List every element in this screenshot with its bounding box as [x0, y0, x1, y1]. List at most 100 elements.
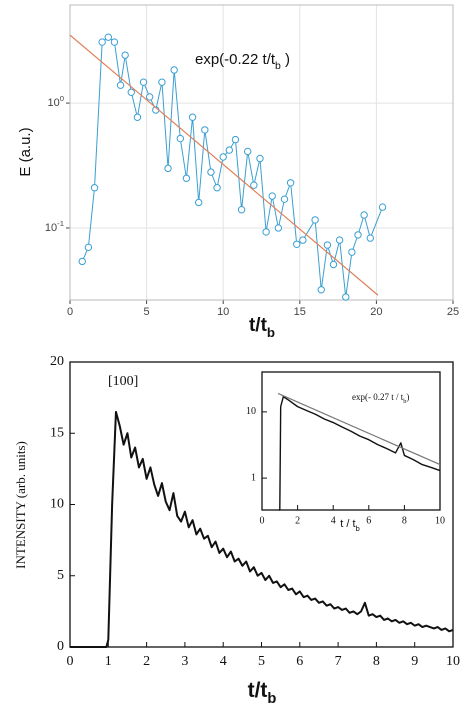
plot-frame — [69, 4, 454, 301]
y-tick-base: 10 — [47, 97, 59, 109]
data-point — [98, 38, 106, 46]
y-axis-label: INTENSITY (arb. units) — [13, 441, 28, 569]
x-tick-label: 7 — [335, 654, 342, 669]
data-point — [213, 184, 221, 192]
x-tick-label: 4 — [331, 515, 336, 526]
data-point — [335, 236, 344, 244]
x-tick-label: 6 — [296, 654, 303, 669]
data-point — [366, 234, 374, 242]
x-axis-label-sub: b — [356, 524, 360, 533]
data-point — [244, 147, 252, 156]
data-point — [145, 93, 154, 101]
series-line — [278, 395, 441, 511]
x-tick-label: 4 — [220, 654, 227, 669]
annotation-text: [100] — [108, 374, 138, 389]
data-point — [121, 51, 129, 59]
series-line — [70, 410, 454, 648]
x-tick-label: 8 — [402, 515, 407, 526]
data-point — [299, 236, 307, 244]
data-point — [182, 174, 191, 182]
x-axis-label-sub: b — [267, 691, 276, 707]
y-tick-label: 20 — [50, 354, 64, 369]
y-tick-label: 15 — [50, 425, 64, 440]
data-point — [262, 228, 270, 236]
data-point — [286, 179, 295, 187]
data-point — [231, 135, 240, 144]
x-tick-label: 0 — [67, 306, 73, 318]
annotation-tail: ) — [406, 392, 409, 402]
data-point — [256, 154, 264, 163]
data-point — [158, 78, 166, 86]
x-tick-label: 10 — [217, 306, 229, 318]
x-tick-label: 5 — [144, 306, 150, 318]
data-point — [219, 153, 227, 161]
x-axis-label: t / tb — [340, 518, 360, 533]
annotation: exp(- 0.27 t / tb) — [352, 392, 409, 405]
x-tick-label: 10 — [446, 654, 460, 669]
data-point — [268, 192, 276, 200]
data-point — [323, 241, 332, 249]
data-point — [78, 257, 86, 266]
data-point — [317, 286, 325, 294]
data-point — [194, 198, 203, 207]
y-tick-label: 100 — [47, 94, 64, 109]
x-axis-label-text: t/t — [249, 315, 268, 336]
data-point — [378, 203, 387, 211]
x-tick-label: 2 — [143, 654, 150, 669]
series-line — [81, 36, 383, 298]
x-axis-label-sub: b — [267, 325, 275, 340]
data-point — [348, 248, 356, 256]
plot-frame — [261, 371, 441, 511]
data-point — [110, 38, 119, 46]
annotation: [100] — [108, 374, 138, 389]
x-tick-label: 15 — [294, 306, 306, 318]
y-axis-label: E (a.u.) — [17, 127, 34, 176]
y-tick-exp: 0 — [60, 94, 64, 103]
y-tick-base: 10 — [45, 222, 57, 234]
annotation-text: exp(- 0.27 t / t — [352, 392, 404, 402]
y-tick-label: 1 — [251, 472, 256, 483]
data-point — [207, 168, 215, 176]
data-point — [201, 126, 209, 134]
y-axis-label-text: E (a.u.) — [17, 127, 34, 176]
data-point — [90, 184, 99, 192]
annotation-sub: b — [403, 398, 406, 405]
x-tick-label: 5 — [258, 654, 265, 669]
data-point — [237, 206, 246, 214]
x-tick-label: 10 — [435, 515, 445, 526]
x-tick-label: 2 — [295, 515, 300, 526]
inset-background — [262, 372, 440, 510]
data-point — [342, 293, 350, 301]
y-tick-label: 10 — [50, 497, 64, 512]
data-point — [250, 181, 258, 189]
data-point — [164, 164, 172, 173]
data-point — [84, 243, 93, 252]
x-axis-label-text: t / t — [340, 518, 355, 530]
data-point — [311, 216, 319, 224]
data-point — [360, 211, 368, 219]
x-tick-label: 0 — [260, 515, 265, 526]
data-point — [225, 146, 234, 154]
data-point — [280, 195, 289, 203]
y-tick-exp: -1 — [57, 219, 64, 228]
x-tick-label: 8 — [373, 654, 380, 669]
data-point — [170, 66, 178, 74]
y-tick-label: 0 — [57, 639, 64, 654]
y-tick-label: 10 — [246, 406, 256, 417]
x-tick-label: 20 — [370, 306, 382, 318]
annotation: exp(-0.22 t/tb ) — [195, 51, 290, 72]
data-point — [176, 134, 185, 143]
data-point — [293, 240, 301, 249]
y-tick-label: 10-1 — [45, 219, 64, 234]
x-tick-label: 6 — [366, 515, 371, 526]
y-tick-label: 5 — [57, 568, 64, 583]
data-point — [139, 78, 148, 86]
series-line — [277, 392, 441, 466]
annotation-sub: b — [275, 60, 281, 72]
x-tick-label: 9 — [411, 654, 418, 669]
annotation-tail: ) — [281, 51, 290, 68]
x-tick-label: 25 — [447, 306, 459, 318]
